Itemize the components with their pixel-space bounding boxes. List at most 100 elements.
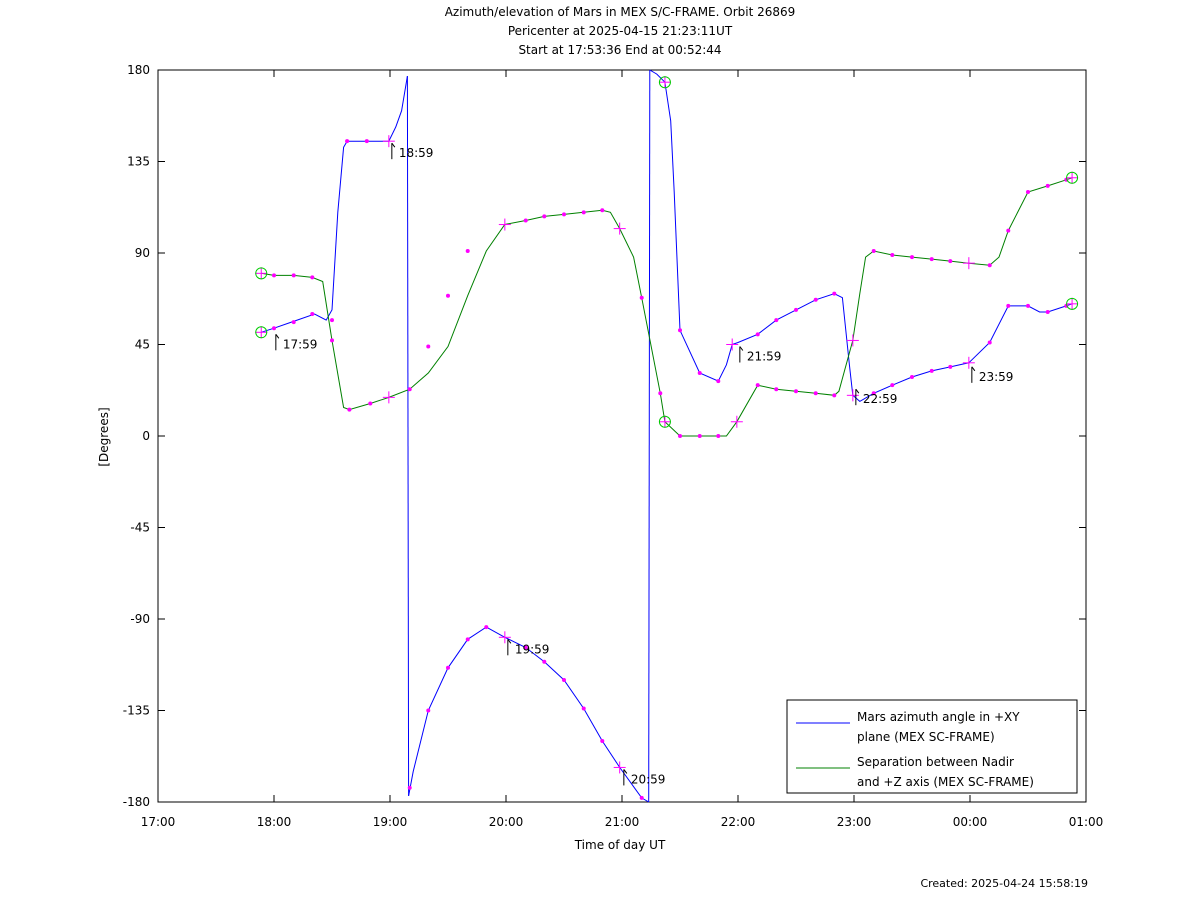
y-tick-label: -90 — [130, 612, 150, 626]
series-0-point — [272, 326, 276, 331]
series-1-point — [465, 248, 470, 253]
series-0-point — [426, 708, 431, 713]
series-0-point — [310, 312, 315, 316]
series-1-point — [542, 214, 547, 219]
series-0-hour-marker — [613, 761, 626, 774]
series-0-line — [649, 69, 1073, 403]
series-0-point — [484, 625, 489, 630]
x-tick-label: 22:00 — [721, 815, 756, 829]
series-0-point — [330, 318, 334, 323]
series-1-point — [1006, 228, 1011, 233]
series-1-point — [890, 253, 895, 258]
legend-label-separation: Separation between Nadir and +Z axis (MEX… — [857, 755, 1034, 789]
series-1-point — [658, 391, 663, 396]
series-1-point — [562, 212, 566, 217]
series-0-point — [1045, 309, 1050, 314]
x-tick-label: 20:00 — [489, 815, 524, 829]
y-tick-label: -45 — [130, 521, 150, 535]
series-1-point — [774, 387, 779, 392]
time-annotation-label: 22:59 — [863, 392, 898, 406]
series-1-hour-marker — [255, 267, 268, 280]
x-tick-label: 17:00 — [141, 815, 176, 829]
annotation-layer: 17:59 18:59 19:59 20:59 21:59 22:59 23:59 — [275, 142, 1013, 786]
series-1-point — [697, 434, 702, 438]
series-0-point — [364, 139, 369, 144]
endpoint-circle — [1066, 297, 1079, 310]
series-1-hour-marker — [962, 257, 975, 270]
series-1-point — [794, 389, 798, 394]
series-0-point — [581, 706, 586, 711]
series-1-point — [523, 218, 528, 223]
x-tick-label: 01:00 — [1069, 815, 1104, 829]
series-layer — [255, 69, 1079, 803]
time-annotation-label: 17:59 — [283, 337, 318, 351]
series-0-line — [648, 69, 651, 803]
series-0-hour-marker — [726, 338, 739, 351]
series-1-hour-marker — [730, 415, 743, 428]
series-0-point — [832, 291, 837, 296]
series-1-point — [987, 263, 992, 268]
plot-frame — [157, 69, 1087, 803]
time-annotation-label: 21:59 — [747, 350, 782, 364]
legend: Mars azimuth angle in +XY plane (MEX SC-F… — [786, 699, 1078, 794]
series-1-hour-marker — [1066, 171, 1079, 184]
x-tick-label: 21:00 — [605, 815, 640, 829]
series-0-point — [446, 665, 450, 670]
series-0-point — [345, 139, 350, 144]
y-tick-label: 180 — [127, 63, 150, 77]
series-0-point — [407, 785, 412, 790]
series-1-point — [639, 295, 644, 300]
x-tick-label: 18:00 — [257, 815, 292, 829]
series-1-hour-marker — [846, 334, 859, 347]
series-1-point — [910, 255, 914, 260]
series-0-hour-marker — [658, 76, 671, 89]
series-0-point — [794, 307, 798, 312]
series-0-point — [774, 318, 779, 323]
series-0-point — [600, 739, 605, 743]
x-axis-label: Time of day UT — [574, 838, 666, 852]
series-0-point — [716, 379, 721, 384]
series-1-point — [678, 434, 682, 438]
legend-box — [786, 699, 1078, 794]
series-0-point — [948, 364, 953, 369]
series-0-point — [987, 340, 992, 345]
series-1-point — [1026, 190, 1030, 194]
series-1-hour-marker — [613, 222, 626, 235]
series-0-line — [261, 76, 408, 333]
series-0-point — [465, 637, 470, 642]
endpoint-circle — [658, 76, 671, 89]
series-0-point — [639, 795, 644, 800]
series-0-point — [562, 678, 566, 682]
time-annotation: 22:59 — [855, 388, 898, 406]
series-0-point — [291, 320, 296, 325]
series-0-hour-marker — [255, 326, 268, 339]
time-annotation: 20:59 — [623, 769, 665, 786]
endpoint-circle — [255, 326, 268, 339]
series-1-point — [716, 434, 721, 438]
series-1-point — [330, 338, 334, 343]
endpoint-circle — [658, 415, 671, 428]
chart-title-line-1: Azimuth/elevation of Mars in MEX S/C-FRA… — [444, 5, 796, 19]
series-1-point — [407, 387, 412, 392]
series-1-point — [368, 401, 373, 406]
x-tick-label: 19:00 — [373, 815, 408, 829]
series-1-point — [310, 275, 315, 280]
series-0-point — [542, 659, 547, 664]
endpoint-circle — [1066, 171, 1079, 184]
series-1-point — [291, 273, 296, 278]
series-1-point — [871, 248, 876, 253]
y-tick-label: 135 — [127, 155, 150, 169]
series-0-hour-marker — [498, 631, 511, 644]
series-1-point — [581, 210, 586, 215]
series-1-line — [261, 177, 1073, 437]
series-0-point — [813, 297, 818, 302]
axis-ticks: 17:00 18:00 19:00 20:00 21:00 22:00 23:00 00:00… — [123, 63, 1104, 829]
series-0-point — [523, 645, 528, 650]
series-0-point — [678, 328, 682, 333]
time-annotation: 17:59 — [275, 333, 318, 351]
series-1-point — [929, 257, 934, 262]
y-tick-label: 90 — [135, 246, 150, 260]
time-annotation-label: 18:59 — [399, 146, 434, 160]
chart-title-line-3: Start at 17:53:36 End at 00:52:44 — [518, 43, 722, 57]
series-1-point — [755, 383, 760, 388]
